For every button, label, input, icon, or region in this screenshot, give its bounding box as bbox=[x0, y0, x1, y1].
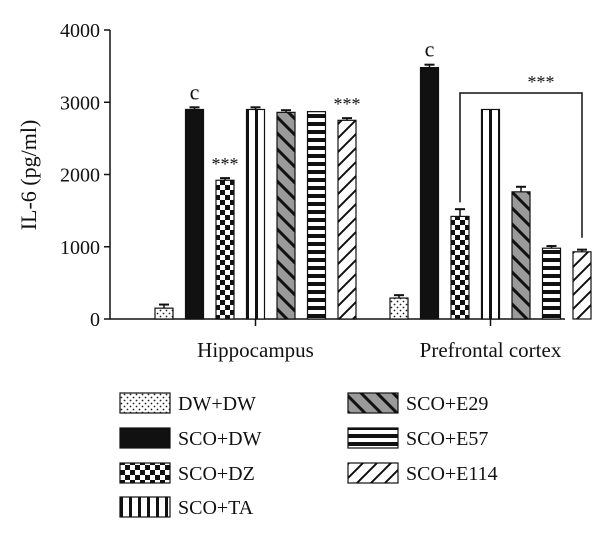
significance-bracket bbox=[459, 92, 583, 238]
x-tick-label-hippocampus: Hippocampus bbox=[197, 338, 314, 362]
significance-label: *** bbox=[212, 154, 239, 174]
legend-swatch-sco-dz bbox=[119, 462, 171, 484]
bar-sco-e29-prefrontal-cortex bbox=[511, 191, 531, 320]
y-tick-label: 0 bbox=[90, 309, 100, 331]
bars bbox=[154, 63, 592, 320]
legend-label-sco-e114: SCO+E114 bbox=[406, 463, 498, 485]
significance-label: *** bbox=[334, 94, 361, 114]
bar-dw-dw-prefrontal-cortex bbox=[389, 297, 409, 320]
bar-sco-dz-prefrontal-cortex bbox=[450, 215, 470, 320]
y-tick-label: 3000 bbox=[60, 92, 100, 114]
legend-swatch-sco-e29 bbox=[347, 392, 399, 414]
bar-sco-dw-prefrontal-cortex bbox=[419, 66, 440, 320]
x-tick-label-prefrontal-cortex: Prefrontal cortex bbox=[420, 338, 562, 362]
legend-label-sco-dz: SCO+DZ bbox=[178, 463, 255, 485]
legend-swatch-sco-ta bbox=[119, 496, 171, 518]
y-axis-label: IL-6 (pg/ml) bbox=[16, 120, 41, 231]
legend-swatch-dw-dw bbox=[119, 392, 171, 414]
bar-dw-dw-hippocampus bbox=[154, 307, 174, 320]
legend-label-dw-dw: DW+DW bbox=[178, 393, 256, 415]
legend: DW+DW SCO+DW SCO+DZ SCO+TA SCO+E29 SCO+E57 SCO… bbox=[119, 392, 498, 519]
significance-label: c bbox=[425, 37, 435, 62]
legend-swatch-sco-e57 bbox=[347, 427, 399, 449]
bar-sco-e57-prefrontal-cortex bbox=[541, 247, 562, 320]
bar-sco-e114-hippocampus bbox=[337, 119, 357, 320]
annotations: c *** *** c *** bbox=[190, 37, 583, 238]
legend-swatch-sco-dw bbox=[119, 427, 171, 449]
bar-sco-e114-prefrontal-cortex bbox=[572, 251, 592, 320]
y-tick-label: 4000 bbox=[60, 20, 100, 42]
bar-sco-dw-hippocampus bbox=[184, 108, 205, 320]
legend-label-sco-ta: SCO+TA bbox=[178, 497, 254, 519]
significance-label: c bbox=[190, 79, 200, 104]
y-tick-label: 2000 bbox=[60, 165, 100, 187]
bar-sco-ta-hippocampus bbox=[245, 108, 266, 320]
bar-sco-e29-hippocampus bbox=[276, 111, 296, 320]
legend-label-sco-dw: SCO+DW bbox=[178, 428, 262, 450]
bar-sco-e57-hippocampus bbox=[306, 111, 327, 320]
bar-sco-dz-hippocampus bbox=[215, 179, 235, 320]
bracket-label: *** bbox=[528, 72, 555, 92]
legend-swatch-sco-e114 bbox=[347, 462, 399, 484]
legend-label-sco-e57: SCO+E57 bbox=[406, 428, 488, 450]
bar-sco-ta-prefrontal-cortex bbox=[480, 108, 501, 320]
axes: 0 1000 2000 3000 4000 Hippocampus Prefrontal c… bbox=[60, 20, 565, 362]
y-tick-label: 1000 bbox=[60, 237, 100, 259]
legend-label-sco-e29: SCO+E29 bbox=[406, 393, 488, 415]
